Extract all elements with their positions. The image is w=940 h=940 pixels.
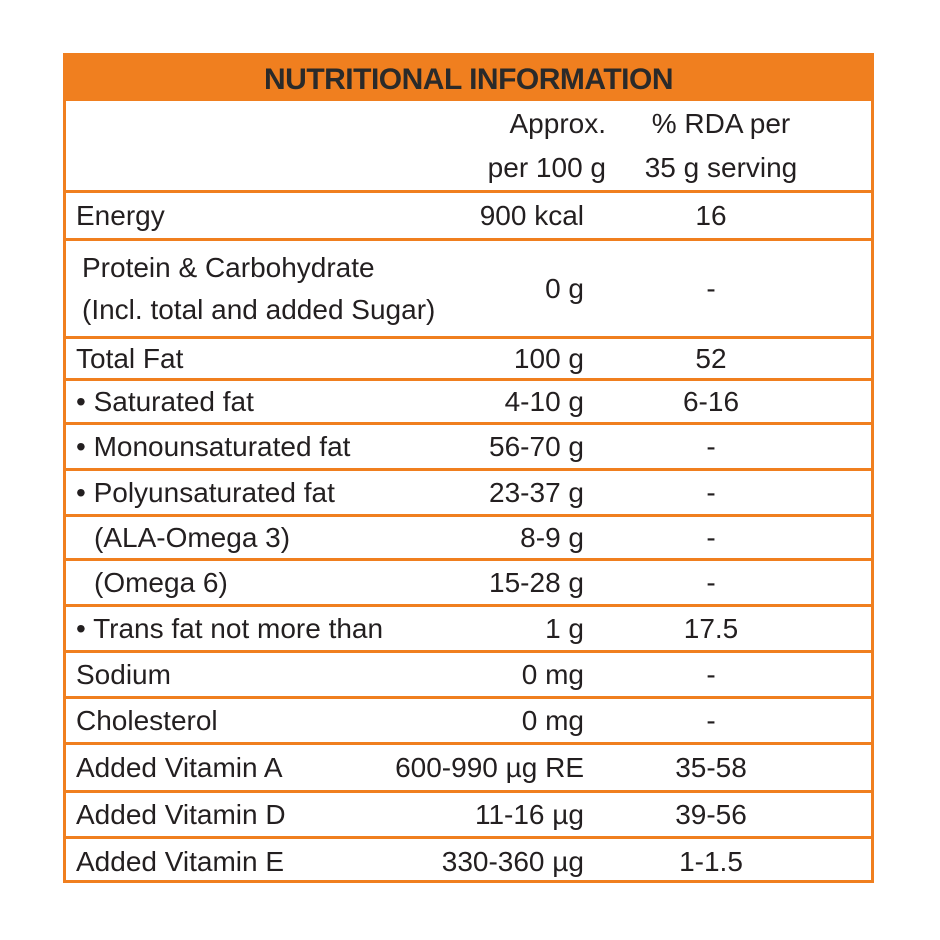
table-row: • Polyunsaturated fat 23-37 g - xyxy=(66,471,871,517)
table-row: (ALA-Omega 3) 8-9 g - xyxy=(66,517,871,561)
table-row: Energy 900 kcal 16 xyxy=(66,193,871,241)
table-row: Total Fat 100 g 52 xyxy=(66,339,871,381)
row-label: Added Vitamin A xyxy=(76,745,283,790)
label-line: • Polyunsaturated fat xyxy=(76,476,335,508)
row-label: Cholesterol xyxy=(76,699,218,742)
header-row: Approx. per 100 g % RDA per 35 g serving xyxy=(66,101,871,193)
rda-cell: - xyxy=(706,521,716,553)
column-header: % RDA per 35 g serving xyxy=(626,101,816,190)
amount-cell: 0 g xyxy=(545,272,584,304)
table-row: Cholesterol 0 mg - xyxy=(66,699,871,745)
amount-cell: 600-990 µg RE xyxy=(395,751,584,783)
table-row: • Trans fat not more than 1 g 17.5 xyxy=(66,607,871,653)
row-label: Added Vitamin D xyxy=(76,793,286,836)
table-row: • Monounsaturated fat 56-70 g - xyxy=(66,425,871,471)
label-line: (ALA-Omega 3) xyxy=(94,521,291,553)
row-label: • Trans fat not more than xyxy=(76,607,383,650)
label-line: Total Fat xyxy=(76,342,184,374)
rda-cell: 52 xyxy=(695,342,727,374)
header-line: Approx. xyxy=(509,107,607,139)
rda-cell: 39-56 xyxy=(675,798,747,830)
rda-cell: - xyxy=(706,658,716,690)
rda-cell: 35-58 xyxy=(675,751,747,783)
header-line: 35 g serving xyxy=(644,151,798,183)
amount-cell: 8-9 g xyxy=(520,521,584,553)
table-row: Sodium 0 mg - xyxy=(66,653,871,699)
title-band xyxy=(66,56,871,101)
label-line: (Omega 6) xyxy=(94,566,228,598)
amount-cell: 0 mg xyxy=(521,704,584,736)
label-line: Added Vitamin A xyxy=(76,751,283,783)
header-line: per 100 g xyxy=(487,151,606,183)
column-header: Approx. per 100 g xyxy=(488,101,606,190)
amount-cell: 15-28 g xyxy=(489,566,584,598)
rda-cell: - xyxy=(706,704,716,736)
rda-cell: - xyxy=(706,566,716,598)
label-line: • Monounsaturated fat xyxy=(76,430,351,462)
row-label: • Polyunsaturated fat xyxy=(76,471,335,514)
table-row: Protein & Carbohydrate (Incl. total and a… xyxy=(66,241,871,339)
label-line: Sodium xyxy=(76,658,171,690)
table-row: Added Vitamin E 330-360 µg 1-1.5 xyxy=(66,839,871,885)
row-label: • Monounsaturated fat xyxy=(76,425,350,468)
label-line: Protein & Carbohydrate xyxy=(82,251,375,283)
table-row: Added Vitamin A 600-990 µg RE 35-58 xyxy=(66,745,871,793)
row-label: (ALA-Omega 3) xyxy=(94,517,290,558)
amount-cell: 23-37 g xyxy=(489,476,584,508)
label-line: Cholesterol xyxy=(76,704,218,736)
amount-cell: 4-10 g xyxy=(504,385,584,417)
amount-cell: 0 mg xyxy=(521,658,584,690)
label-line: Energy xyxy=(76,199,165,231)
amount-cell: 100 g xyxy=(513,342,584,374)
label-line: Added Vitamin D xyxy=(76,798,286,830)
label-line: (Incl. total and added Sugar) xyxy=(82,293,436,325)
table-row: • Saturated fat 4-10 g 6-16 xyxy=(66,381,871,425)
nutrition-table: NUTRITIONAL INFORMATION Approx. per 100 g… xyxy=(63,53,874,883)
amount-cell: 900 kcal xyxy=(479,199,584,231)
label-line: • Trans fat not more than xyxy=(76,612,384,644)
amount-cell: 56-70 g xyxy=(489,430,584,462)
rda-cell: 17.5 xyxy=(683,612,739,644)
label-line: Added Vitamin E xyxy=(76,846,285,877)
rda-cell: - xyxy=(706,430,716,462)
header-line: % RDA per xyxy=(651,107,791,139)
row-label: Total Fat xyxy=(76,339,183,378)
row-label: Energy xyxy=(76,193,165,238)
rda-cell: 1-1.5 xyxy=(679,846,743,877)
amount-cell: 330-360 µg xyxy=(441,846,584,877)
amount-cell: 11-16 µg xyxy=(474,798,584,830)
row-label: (Omega 6) xyxy=(94,561,228,604)
table-title: NUTRITIONAL INFORMATION xyxy=(263,63,674,96)
rda-cell: - xyxy=(706,272,716,304)
row-label: Added Vitamin E xyxy=(76,839,284,885)
row-label: • Saturated fat xyxy=(76,381,254,422)
table-row: Added Vitamin D 11-16 µg 39-56 xyxy=(66,793,871,839)
rda-cell: - xyxy=(706,476,716,508)
label-line: • Saturated fat xyxy=(76,385,254,417)
rda-cell: 6-16 xyxy=(682,385,740,417)
row-label: Sodium xyxy=(76,653,171,696)
rda-cell: 16 xyxy=(695,199,727,231)
row-label: Protein & Carbohydrate (Incl. total and a… xyxy=(82,241,435,336)
table-row: (Omega 6) 15-28 g - xyxy=(66,561,871,607)
amount-cell: 1 g xyxy=(545,612,584,644)
